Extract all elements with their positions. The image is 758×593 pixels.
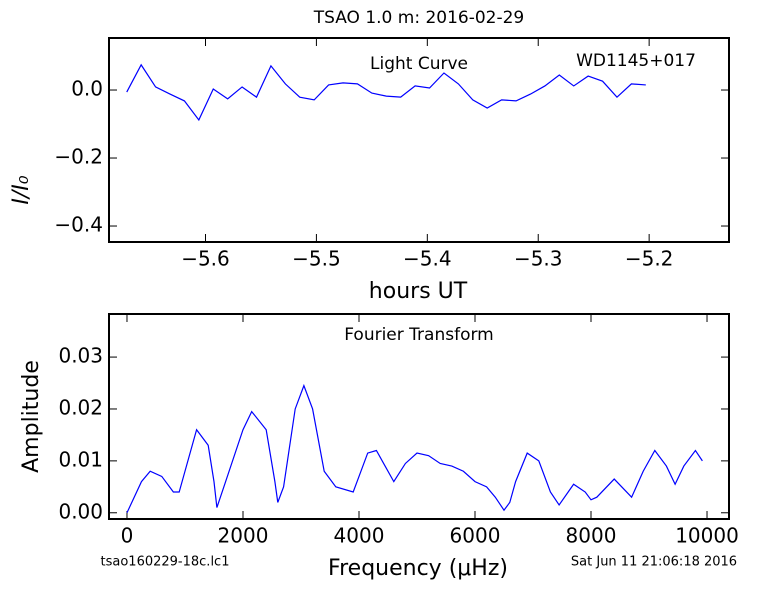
x-tick-label: 8000 [566, 524, 617, 548]
annotation: Light Curve [370, 54, 468, 74]
plot-frame [108, 313, 730, 520]
plot-frame [108, 37, 730, 243]
x-tick-label: −5.5 [292, 247, 341, 271]
x-tick-label: −5.2 [625, 247, 674, 271]
y-tick-label: 0.00 [58, 499, 103, 523]
x-tick-label: 2000 [218, 524, 269, 548]
footer-left: tsao160229-18c.lc1 [101, 555, 230, 570]
x-tick-label: 0 [121, 524, 134, 548]
x-tick-label: −5.3 [514, 247, 563, 271]
y-tick-label: 0.02 [58, 395, 103, 419]
x-tick-label: 6000 [450, 524, 501, 548]
x-axis-label: hours UT [369, 279, 468, 304]
y-tick-label: 0.03 [58, 344, 103, 368]
x-axis-label: Frequency (μHz) [328, 556, 508, 581]
y-axis-label: I/I₀ [9, 175, 34, 204]
y-tick-label: 0.01 [58, 447, 103, 471]
figure-title: TSAO 1.0 m: 2016-02-29 [313, 8, 525, 28]
annotation: WD1145+017 [576, 51, 696, 71]
y-tick-label: −0.2 [54, 145, 103, 169]
x-tick-label: −5.4 [403, 247, 452, 271]
x-tick-label: 10000 [675, 524, 739, 548]
x-tick-label: 4000 [334, 524, 385, 548]
footer-right: Sat Jun 11 21:06:18 2016 [571, 555, 737, 570]
data-line [126, 63, 646, 122]
y-axis-label: Amplitude [19, 360, 44, 473]
y-tick-label: −0.4 [54, 213, 103, 237]
data-line [126, 383, 703, 514]
annotation: Fourier Transform [344, 325, 493, 345]
y-tick-label: 0.0 [71, 77, 103, 101]
x-tick-label: −5.6 [181, 247, 230, 271]
